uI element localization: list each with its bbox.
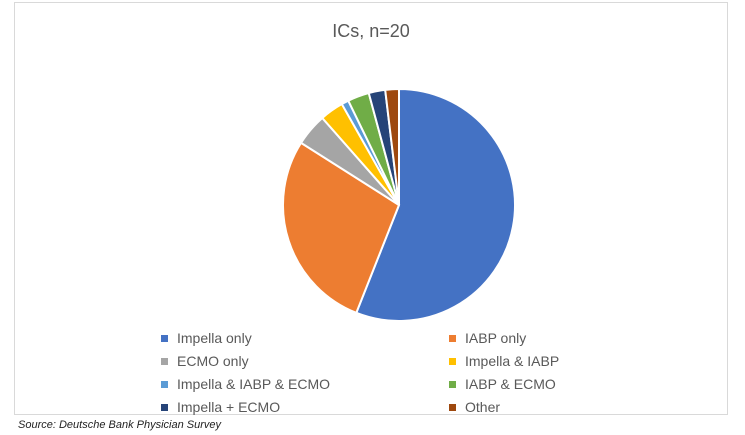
legend-swatch — [161, 380, 168, 388]
legend-item: Other — [449, 397, 500, 417]
source-note: Source: Deutsche Bank Physician Survey — [18, 419, 221, 431]
legend-item: Impella only — [161, 328, 252, 348]
legend-label: Impella & IABP & ECMO — [177, 376, 331, 392]
legend-label: IABP only — [465, 330, 527, 346]
legend-swatch — [449, 357, 456, 365]
legend-swatch — [161, 357, 168, 365]
legend-label: Impella only — [177, 330, 252, 346]
legend-item: ECMO only — [161, 351, 249, 371]
legend-item: IABP only — [449, 328, 526, 348]
legend-swatch — [161, 403, 168, 411]
legend-item: Impella + ECMO — [161, 397, 280, 417]
legend-item: Impella & IABP — [449, 351, 559, 371]
legend-swatch — [449, 334, 456, 342]
pie-slice-1 — [282, 141, 401, 315]
pie-chart — [282, 87, 516, 322]
legend-swatch — [161, 334, 168, 342]
pie-slice-7 — [384, 87, 400, 206]
legend-label: Impella + ECMO — [177, 399, 281, 415]
legend-item: IABP & ECMO — [449, 374, 556, 394]
legend-label: Other — [465, 399, 501, 415]
legend-label: Impella & IABP — [465, 353, 560, 369]
chart-frame: ICs, n=20 Impella only IABP only ECMO only… — [14, 2, 728, 415]
chart-title: ICs, n=20 — [332, 21, 410, 41]
legend-swatch — [449, 403, 456, 411]
legend-swatch — [449, 380, 456, 388]
legend-label: IABP & ECMO — [465, 376, 556, 392]
pie-slice-0 — [354, 87, 516, 322]
legend-item: Impella & IABP & ECMO — [161, 374, 330, 394]
legend-label: ECMO only — [177, 353, 249, 369]
